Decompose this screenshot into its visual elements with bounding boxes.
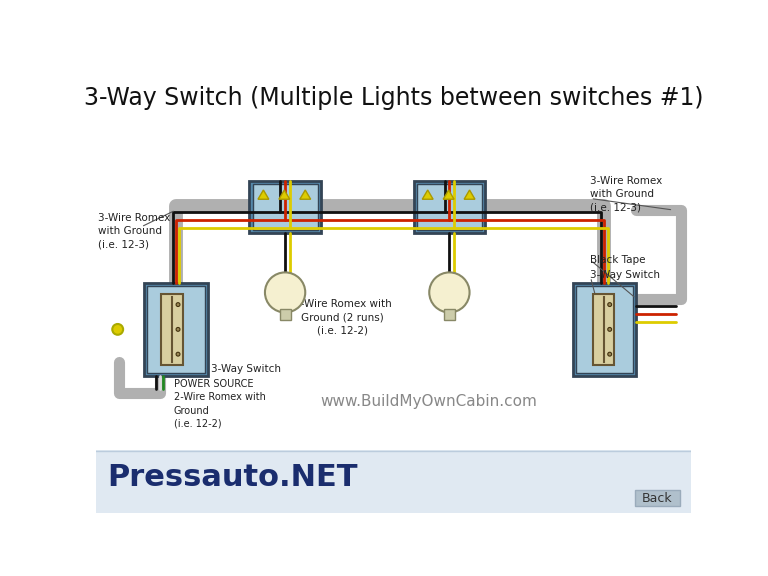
Text: www.BuildMyOwnCabin.com: www.BuildMyOwnCabin.com bbox=[321, 394, 538, 410]
Bar bbox=[634, 490, 680, 506]
Circle shape bbox=[429, 272, 469, 312]
Circle shape bbox=[607, 327, 611, 331]
Bar bbox=[573, 283, 636, 376]
Polygon shape bbox=[422, 190, 433, 199]
Bar bbox=[417, 184, 482, 230]
Bar bbox=[144, 283, 207, 376]
Polygon shape bbox=[258, 190, 269, 199]
Bar bbox=[250, 181, 321, 233]
Bar bbox=[253, 184, 318, 230]
Text: Pressauto.NET: Pressauto.NET bbox=[107, 463, 357, 492]
Circle shape bbox=[112, 324, 123, 335]
Bar bbox=[147, 286, 204, 373]
Bar bbox=[593, 294, 614, 365]
Text: 3-Way Switch: 3-Way Switch bbox=[591, 271, 660, 281]
Text: POWER SOURCE
2-Wire Romex with
Ground
(i.e. 12-2): POWER SOURCE 2-Wire Romex with Ground (i… bbox=[174, 379, 266, 429]
Circle shape bbox=[607, 353, 611, 356]
Text: 2-Wire Romex with
Ground (2 runs)
(i.e. 12-2): 2-Wire Romex with Ground (2 runs) (i.e. … bbox=[293, 299, 392, 335]
Bar bbox=[576, 286, 633, 373]
Text: Back: Back bbox=[642, 491, 673, 505]
Bar bbox=[414, 181, 485, 233]
Circle shape bbox=[176, 302, 180, 306]
Circle shape bbox=[176, 353, 180, 356]
Bar bbox=[280, 309, 290, 320]
Polygon shape bbox=[300, 190, 311, 199]
Text: Black Tape: Black Tape bbox=[591, 255, 646, 265]
Text: 3-Wire Romex
with Ground
(i.e. 12-3): 3-Wire Romex with Ground (i.e. 12-3) bbox=[98, 213, 170, 249]
Polygon shape bbox=[464, 190, 475, 199]
Text: 3-Wire Romex
with Ground
(i.e. 12-3): 3-Wire Romex with Ground (i.e. 12-3) bbox=[591, 176, 663, 212]
Text: 3-Way Switch (Multiple Lights between switches #1): 3-Way Switch (Multiple Lights between sw… bbox=[84, 86, 703, 111]
Circle shape bbox=[265, 272, 305, 312]
Bar bbox=[444, 309, 455, 320]
Text: 3-Way Switch: 3-Way Switch bbox=[210, 365, 280, 374]
Bar bbox=[161, 294, 183, 365]
Circle shape bbox=[176, 327, 180, 331]
Bar bbox=[96, 450, 691, 513]
Circle shape bbox=[607, 302, 611, 306]
Polygon shape bbox=[279, 190, 290, 199]
Polygon shape bbox=[443, 190, 454, 199]
